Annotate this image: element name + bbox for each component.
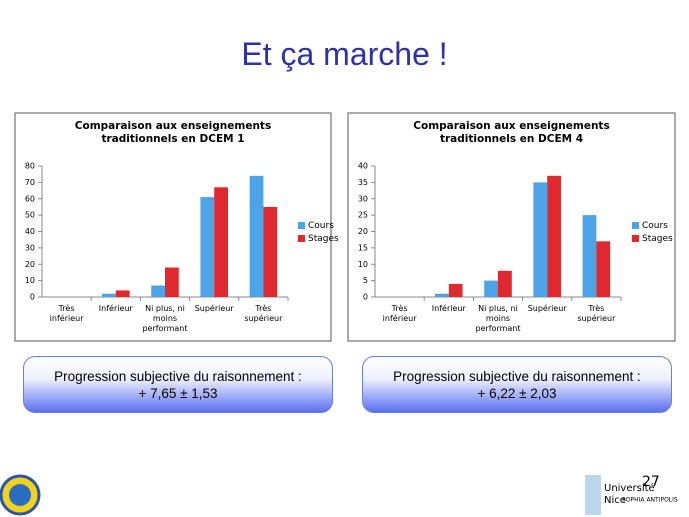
legend-label: Stages (642, 234, 673, 244)
legend-swatch (298, 222, 305, 229)
y-tick-label: 35 (358, 178, 368, 187)
y-tick-label: 0 (363, 293, 368, 302)
y-tick-label: 40 (25, 227, 35, 236)
x-tick-label: Inférieur (431, 304, 466, 313)
chart-frame (347, 112, 676, 342)
bar (435, 293, 449, 297)
logo-text: Nice (604, 495, 626, 506)
y-tick-label: 15 (358, 243, 368, 252)
left-logo-inner (9, 484, 31, 506)
y-tick-label: 60 (25, 194, 35, 203)
bar (165, 267, 179, 297)
legend-label: Cours (308, 221, 334, 231)
logo-text: SOPHIA ANTIPOLIS (622, 497, 678, 504)
x-tick-label: Très supérieur (244, 304, 283, 323)
bar (115, 290, 130, 297)
x-tick-label: Ni plus, ni moins performant (475, 304, 521, 333)
x-tick-label: Très inférieur (382, 304, 417, 323)
bar (249, 175, 264, 297)
page-number: 27 (642, 474, 660, 490)
bar (214, 187, 228, 297)
y-tick-label: 70 (25, 178, 35, 187)
y-tick-label: 10 (25, 276, 35, 285)
bar (151, 285, 165, 297)
y-tick-label: 80 (25, 162, 35, 171)
y-tick-label: 25 (358, 211, 368, 220)
bar (263, 206, 278, 297)
result-box: Progression subjective du raisonnement :… (23, 356, 333, 413)
x-tick-label: Supérieur (194, 304, 234, 313)
logo-text: Université (604, 482, 655, 494)
chart-title: Comparaison aux enseignements traditionn… (74, 120, 272, 145)
bar (533, 182, 548, 297)
legend-swatch (632, 235, 639, 242)
result-text: Progression subjective du raisonnement : (393, 369, 641, 384)
y-tick-label: 10 (358, 260, 368, 269)
bar (484, 280, 498, 297)
chart-frame (14, 112, 332, 342)
y-tick-label: 20 (25, 260, 35, 269)
y-tick-label: 40 (358, 162, 368, 171)
result-text: + 6,22 ± 2,03 (477, 386, 557, 401)
legend-label: Stages (308, 234, 339, 244)
x-tick-label: Supérieur (527, 304, 567, 313)
result-box: Progression subjective du raisonnement :… (362, 356, 672, 413)
legend-swatch (298, 235, 305, 242)
bar (102, 293, 116, 297)
bar (547, 175, 561, 297)
x-tick-label: Très supérieur (577, 304, 616, 323)
x-tick-label: Inférieur (98, 304, 133, 313)
x-tick-label: Très inférieur (49, 304, 84, 323)
chart-title: Comparaison aux enseignements traditionn… (413, 120, 610, 145)
y-tick-label: 5 (363, 276, 368, 285)
right-logo-mark (585, 475, 601, 515)
y-tick-label: 0 (30, 293, 35, 302)
bar (596, 241, 611, 297)
y-tick-label: 50 (25, 211, 35, 220)
bar (582, 215, 597, 297)
bar (448, 283, 463, 297)
y-tick-label: 30 (25, 243, 35, 252)
legend-label: Cours (642, 221, 668, 231)
bar (498, 270, 512, 297)
result-text: + 7,65 ± 1,53 (138, 386, 218, 401)
y-tick-label: 20 (358, 227, 368, 236)
legend-swatch (632, 222, 639, 229)
y-tick-label: 30 (358, 194, 368, 203)
result-text: Progression subjective du raisonnement : (54, 369, 302, 384)
slide-title: Et ça marche ! (241, 36, 448, 72)
x-tick-label: Ni plus, ni moins performant (142, 304, 188, 333)
bar (200, 197, 215, 297)
